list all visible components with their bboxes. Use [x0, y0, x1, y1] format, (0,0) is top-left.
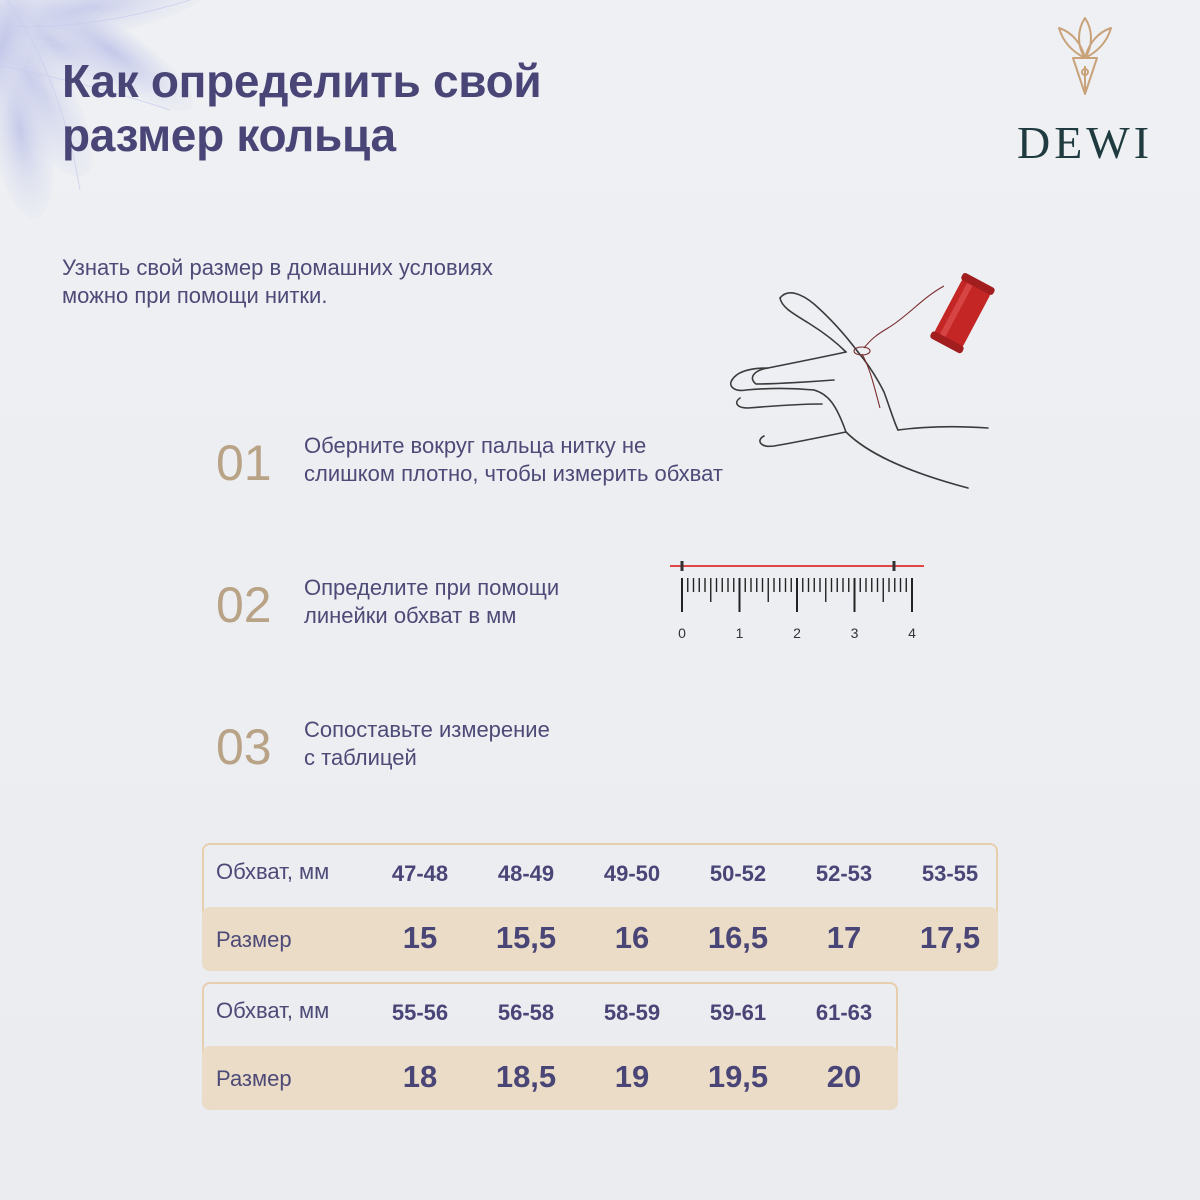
step-number: 03: [216, 719, 272, 775]
hand-thread-illustration: [730, 273, 995, 489]
size-cell: 18: [402, 1059, 438, 1094]
step-number: 01: [216, 435, 272, 491]
circumference-row: Обхват, мм 47-48 48-49 49-50 50-52 52-53 53-5…: [204, 845, 996, 905]
size-cell: 16: [614, 920, 650, 955]
step-line-2: слишком плотно, чтобы измерить обхват: [304, 461, 723, 486]
ruler-label: 0: [678, 625, 686, 641]
size-cell: 15: [402, 920, 438, 955]
step-line-1: Оберните вокруг пальца нитку не: [304, 433, 647, 458]
size-cell: 19,5: [707, 1059, 769, 1094]
circumference-cell: 56-58: [497, 1000, 555, 1025]
step-description: Определите при помощи линейки обхват в м…: [304, 574, 559, 630]
step-line-1: Сопоставьте измерение: [304, 717, 550, 742]
circumference-cell: 52-53: [815, 861, 873, 886]
circumference-cell: 47-48: [391, 861, 449, 886]
size-table-1: Обхват, мм 47-48 48-49 49-50 50-52 52-53 53-5…: [202, 843, 998, 971]
step-line-1: Определите при помощи: [304, 575, 560, 600]
circumference-cell: 50-52: [709, 861, 767, 886]
ruler-label: 4: [908, 625, 916, 641]
lotus-pen-icon: [1058, 17, 1112, 95]
title-line-2: размер кольца: [62, 109, 396, 161]
brand-logo: DEWI: [1010, 14, 1160, 168]
size-table-2: Обхват, мм 55-56 56-58 58-59 59-61 61-63 Раз…: [202, 982, 898, 1110]
size-cell: 18,5: [495, 1059, 557, 1094]
intro-line-1: Узнать свой размер в домашних условиях: [62, 255, 493, 280]
size-label: Размер: [216, 1066, 292, 1091]
page-title: Как определить свой размер кольца: [62, 54, 542, 162]
ruler-label: 2: [793, 625, 801, 641]
step-line-2: линейки обхват в мм: [304, 603, 517, 628]
size-cell: 16,5: [707, 920, 769, 955]
brand-name: DEWI: [1016, 117, 1154, 168]
title-line-1: Как определить свой: [62, 55, 542, 107]
circumference-label: Обхват, мм: [216, 859, 330, 884]
size-cell: 19: [614, 1059, 650, 1094]
cornflower-decoration: [0, 0, 209, 219]
circumference-cell: 61-63: [815, 1000, 873, 1025]
size-cell: 17: [826, 920, 862, 955]
circumference-cell: 55-56: [391, 1000, 449, 1025]
circumference-label: Обхват, мм: [216, 998, 330, 1023]
ruler-label: 3: [851, 625, 859, 641]
size-cell: 15,5: [495, 920, 557, 955]
step-number: 02: [216, 577, 272, 633]
circumference-cell: 58-59: [603, 1000, 661, 1025]
circumference-row: Обхват, мм 55-56 56-58 58-59 59-61 61-63: [204, 984, 896, 1044]
circumference-cell: 49-50: [603, 861, 661, 886]
ruler-illustration: 0 1 2 3 4: [670, 561, 924, 641]
circumference-cell: 53-55: [921, 861, 979, 886]
step-description: Сопоставьте измерение с таблицей: [304, 716, 550, 772]
step-line-2: с таблицей: [304, 745, 417, 770]
intro-line-2: можно при помощи нитки.: [62, 283, 328, 308]
size-label: Размер: [216, 927, 292, 952]
size-row: Размер 15 15,5 16 16,5 17 17,5: [202, 907, 998, 971]
ruler-label: 1: [736, 625, 744, 641]
size-cell: 20: [826, 1059, 862, 1094]
intro-text: Узнать свой размер в домашних условиях м…: [62, 254, 493, 310]
circumference-cell: 59-61: [709, 1000, 767, 1025]
size-cell: 17,5: [919, 920, 981, 955]
size-row: Размер 18 18,5 19 19,5 20: [202, 1046, 898, 1110]
circumference-cell: 48-49: [497, 861, 555, 886]
step-description: Оберните вокруг пальца нитку не слишком …: [304, 432, 723, 488]
